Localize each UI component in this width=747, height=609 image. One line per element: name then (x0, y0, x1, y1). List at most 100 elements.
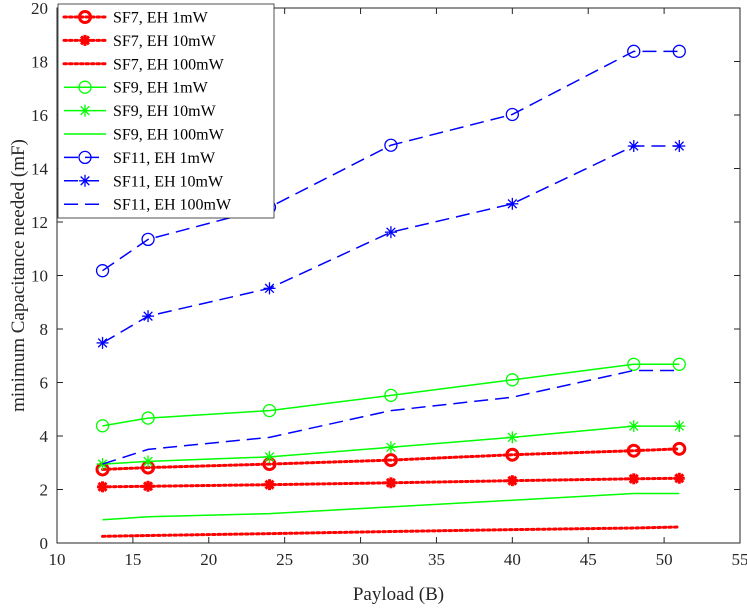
legend-label: SF9, EH 100mW (113, 127, 225, 144)
y-axis-label: minimum Capacitance needed (mF) (8, 139, 29, 412)
legend: SF7, EH 1mW SF7, EH 10mW SF7, EH 100mW SF9,… (57, 3, 275, 219)
data-point (672, 441, 687, 456)
data-point (505, 107, 519, 122)
x-tick-label: 50 (656, 550, 673, 569)
data-point (673, 472, 685, 484)
y-tick-label: 8 (40, 320, 49, 339)
data-point (384, 388, 398, 402)
data-point (627, 420, 640, 433)
legend-entry-sf11-eh-1mw: SF11, EH 1mW (64, 150, 216, 167)
data-point (96, 336, 109, 349)
x-tick-label: 40 (504, 550, 521, 569)
data-point (505, 447, 520, 462)
legend-entry-sf7-eh-10mw: SF7, EH 10mW (62, 33, 217, 50)
legend-marker (79, 34, 91, 46)
series-line (102, 492, 680, 521)
data-point (384, 226, 397, 239)
data-point (627, 140, 640, 153)
x-axis-label: Payload (B) (353, 584, 444, 605)
x-tick-label: 35 (428, 550, 445, 569)
legend-label: SF7, EH 10mW (113, 33, 217, 50)
x-tick-label: 25 (276, 550, 293, 569)
x-axis-ticks: 10 15 20 25 30 35 40 45 50 55 (49, 8, 747, 569)
series-line (102, 363, 680, 427)
data-point (673, 140, 686, 153)
data-point (506, 431, 519, 444)
series-line (101, 525, 681, 538)
data-point (385, 477, 397, 489)
legend-label: SF11, EH 100mW (113, 197, 232, 214)
data-point (263, 282, 276, 295)
data-point (505, 373, 519, 387)
legend-label: SF11, EH 10mW (113, 173, 224, 190)
legend-marker (78, 150, 92, 165)
series-line (102, 50, 680, 272)
series-sf9-eh-10mw (96, 420, 686, 471)
series-sf7-eh-10mw (97, 472, 685, 493)
x-tick-label: 10 (49, 550, 66, 569)
legend-entry-sf11-eh-10mw: SF11, EH 10mW (64, 173, 224, 190)
series-line (102, 369, 680, 465)
data-point (263, 479, 275, 491)
legend-label: SF9, EH 10mW (113, 103, 217, 120)
legend-label: SF7, EH 100mW (113, 56, 225, 73)
legend-marker (78, 80, 92, 94)
legend-label: SF11, EH 1mW (113, 150, 216, 167)
series-sf7-eh-100mw (101, 525, 681, 538)
data-point (384, 138, 398, 152)
data-point (628, 473, 640, 485)
data-point (673, 420, 686, 433)
data-point (142, 480, 154, 492)
data-point (142, 310, 155, 323)
data-point (626, 443, 641, 458)
y-tick-label: 12 (31, 213, 48, 232)
legend-entry-sf9-eh-1mw: SF9, EH 1mW (64, 80, 209, 97)
series-line (101, 447, 681, 471)
data-point (141, 232, 155, 247)
y-tick-label: 18 (31, 53, 48, 72)
y-tick-label: 16 (31, 106, 48, 125)
y-tick-label: 4 (40, 427, 49, 446)
data-point (262, 403, 277, 418)
data-point (95, 264, 110, 278)
data-point (95, 419, 110, 433)
y-tick-label: 6 (40, 374, 49, 393)
data-point (141, 411, 155, 425)
y-tick-label: 14 (31, 160, 49, 179)
y-tick-label: 2 (40, 481, 49, 500)
data-point (672, 357, 686, 371)
legend-marker (79, 174, 91, 187)
data-point (627, 357, 641, 371)
legend-entry-sf7-eh-1mw: SF7, EH 1mW (62, 10, 209, 27)
series-sf11-eh-10mw (96, 140, 686, 349)
data-point (383, 453, 398, 468)
data-point (672, 44, 686, 58)
data-point (506, 197, 519, 210)
data-point (506, 475, 518, 487)
x-tick-label: 45 (580, 550, 597, 569)
series-sf9-eh-1mw (95, 357, 686, 433)
series-sf9-eh-100mw (102, 492, 680, 521)
y-tick-label: 10 (31, 267, 48, 286)
data-point (142, 455, 155, 468)
series-layer (95, 44, 687, 538)
legend-entry-sf11-eh-100mw: SF11, EH 100mW (64, 197, 232, 214)
data-point (263, 450, 276, 463)
legend-marker (79, 104, 91, 117)
legend-label: SF7, EH 1mW (113, 10, 209, 27)
x-tick-label: 55 (732, 550, 747, 569)
legend-entry-sf7-eh-100mw: SF7, EH 100mW (62, 56, 225, 73)
y-tick-label: 20 (31, 0, 48, 18)
axes-box (56, 7, 741, 544)
x-tick-label: 15 (124, 550, 141, 569)
x-tick-label: 20 (200, 550, 217, 569)
data-point (384, 441, 397, 454)
y-tick-label: 0 (40, 534, 49, 553)
y-axis-ticks: 0 2 4 6 8 10 12 14 16 18 20 (31, 0, 740, 553)
legend-entry-sf9-eh-100mw: SF9, EH 100mW (64, 127, 225, 144)
data-point (97, 481, 109, 493)
data-point (627, 44, 641, 58)
legend-entry-sf9-eh-10mw: SF9, EH 10mW (64, 103, 217, 120)
series-sf11-eh-100mw (102, 369, 680, 465)
